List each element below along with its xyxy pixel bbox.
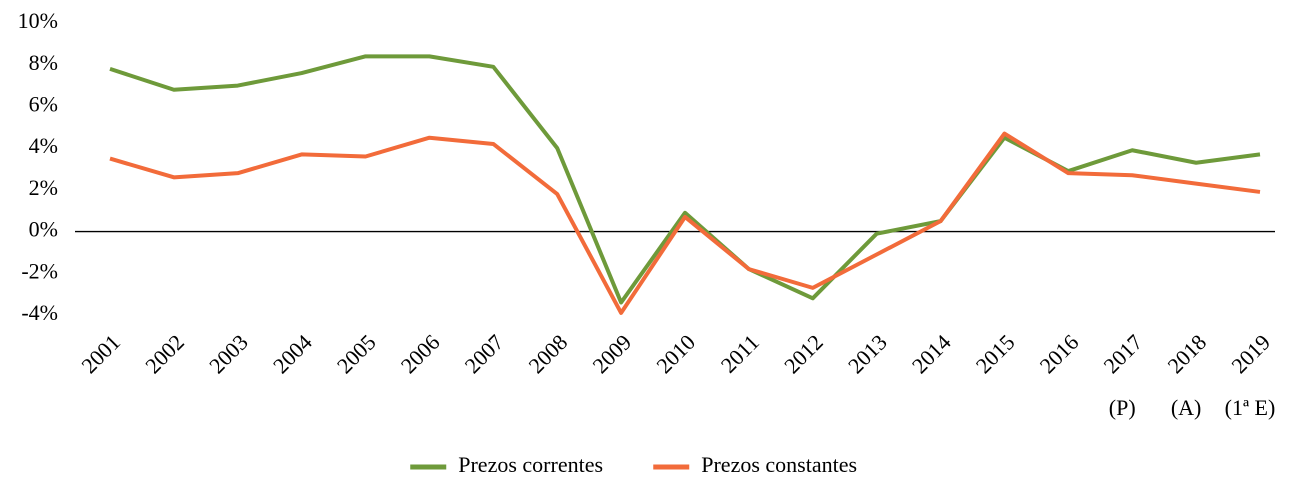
x-tick-label: 2011 xyxy=(716,329,764,377)
y-tick-label: 10% xyxy=(18,8,58,33)
x-tick-label: 2019 xyxy=(1226,329,1275,378)
x-annotation: (P) xyxy=(1109,395,1136,420)
x-tick-label: 2002 xyxy=(140,329,189,378)
y-tick-label: 6% xyxy=(29,91,58,116)
x-tick-label: 2015 xyxy=(971,329,1020,378)
y-tick-label: -2% xyxy=(21,258,58,283)
x-tick-label: 2007 xyxy=(460,329,509,378)
x-tick-label: 2005 xyxy=(332,329,381,378)
x-tick-label: 2003 xyxy=(204,329,253,378)
x-tick-label: 2017 xyxy=(1099,329,1148,378)
y-tick-label: 8% xyxy=(29,50,58,75)
y-tick-label: 4% xyxy=(29,133,58,158)
x-tick-label: 2013 xyxy=(843,329,892,378)
x-tick-label: 2001 xyxy=(76,329,125,378)
x-annotation: (A) xyxy=(1171,395,1202,420)
x-tick-label: 2012 xyxy=(779,329,828,378)
legend-label: Prezos correntes xyxy=(458,452,603,477)
x-tick-label: 2016 xyxy=(1035,329,1084,378)
series-line xyxy=(109,54,1261,305)
series-line xyxy=(109,131,1261,315)
x-tick-label: 2006 xyxy=(396,329,445,378)
x-tick-label: 2008 xyxy=(524,329,573,378)
y-tick-label: 0% xyxy=(29,217,58,242)
x-tick-label: 2004 xyxy=(268,329,317,378)
y-tick-label: 2% xyxy=(29,175,58,200)
legend-label: Prezos constantes xyxy=(701,452,857,477)
x-tick-label: 2010 xyxy=(651,329,700,378)
x-tick-label: 2014 xyxy=(907,329,956,378)
x-annotation: (1ª E) xyxy=(1225,395,1276,420)
y-tick-label: -4% xyxy=(21,300,58,325)
x-tick-label: 2009 xyxy=(587,329,636,378)
x-tick-label: 2018 xyxy=(1162,329,1211,378)
